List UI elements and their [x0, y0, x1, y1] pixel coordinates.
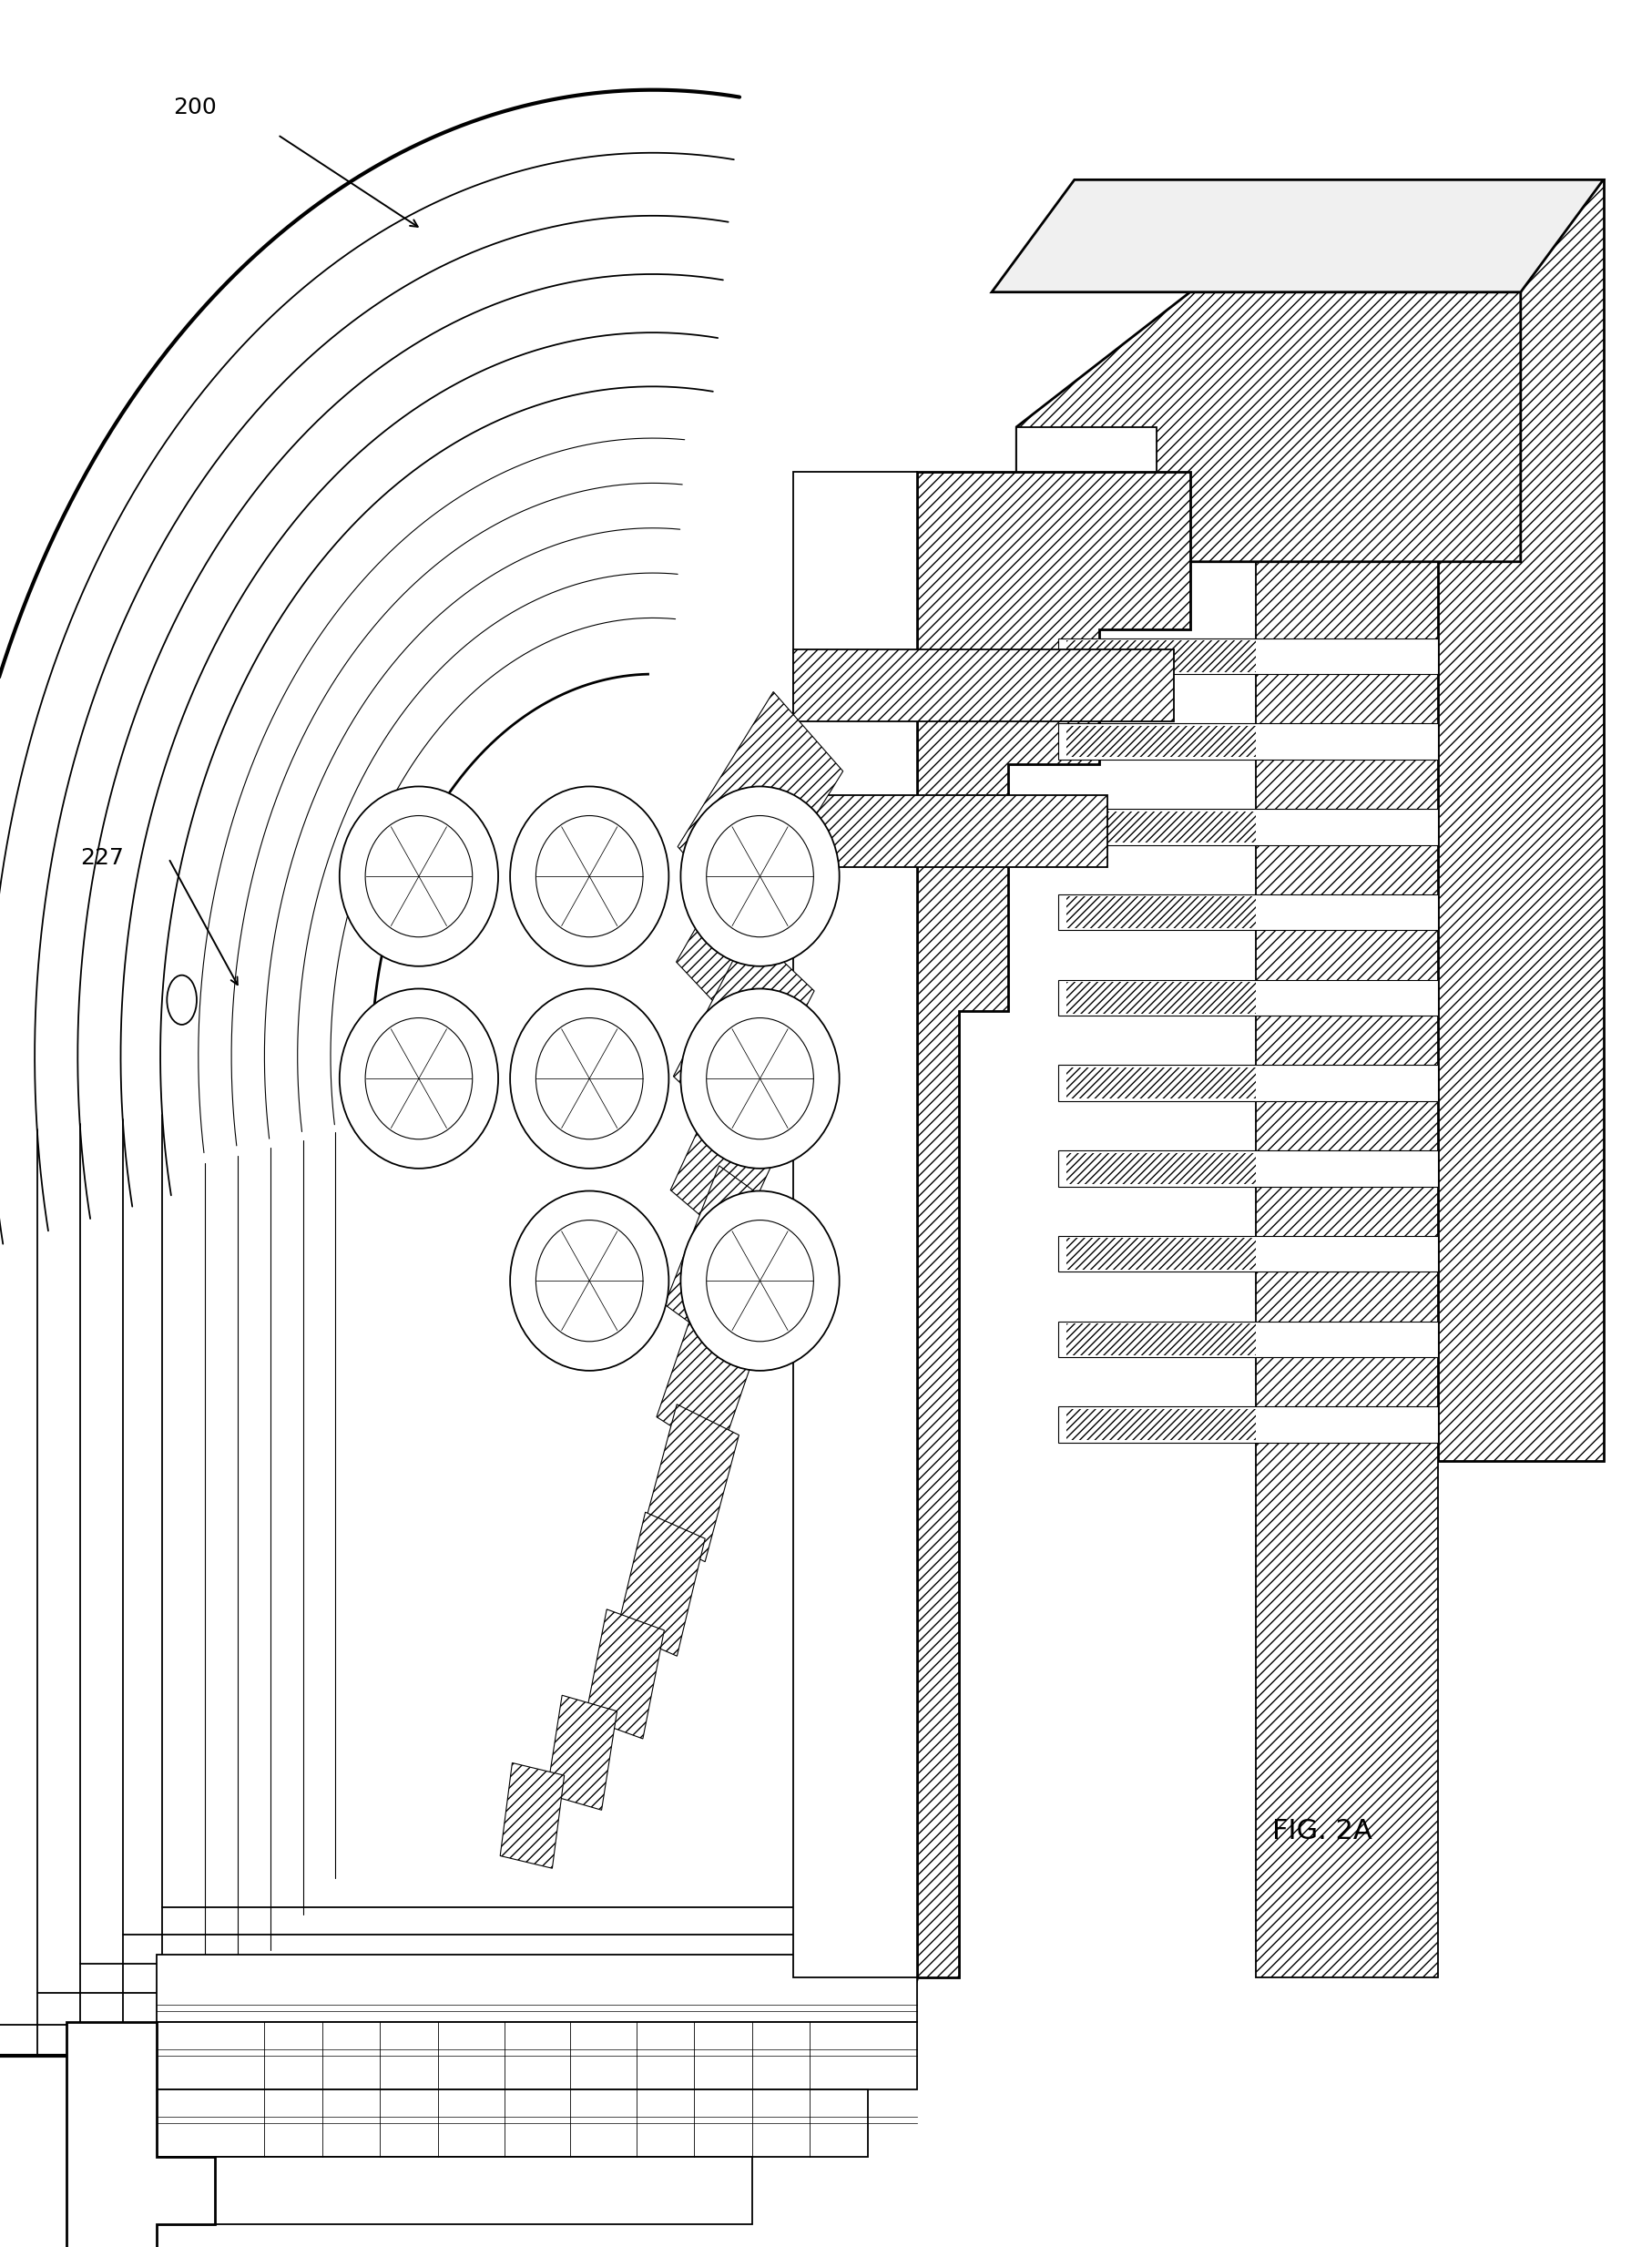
Bar: [672, 928, 814, 1139]
Bar: [1057, 1407, 1437, 1443]
Bar: [547, 1694, 616, 1811]
Text: 227: 227: [81, 847, 124, 870]
Bar: [1066, 1238, 1256, 1270]
Text: 237: 237: [881, 1980, 920, 1998]
Ellipse shape: [681, 786, 839, 966]
Bar: [1066, 640, 1256, 672]
Ellipse shape: [681, 989, 839, 1168]
Ellipse shape: [510, 1191, 669, 1371]
Bar: [676, 811, 828, 1031]
Bar: [1066, 897, 1256, 928]
Bar: [671, 1047, 800, 1245]
Polygon shape: [793, 472, 917, 1977]
Bar: [1057, 1321, 1437, 1357]
Bar: [793, 795, 1107, 867]
Bar: [585, 1609, 664, 1739]
Polygon shape: [1256, 562, 1437, 1977]
Ellipse shape: [510, 989, 669, 1168]
Polygon shape: [917, 472, 1189, 1977]
Ellipse shape: [167, 975, 197, 1025]
Bar: [1057, 1065, 1437, 1101]
Polygon shape: [991, 180, 1602, 292]
Bar: [1066, 1153, 1256, 1184]
Bar: [1057, 638, 1437, 674]
Bar: [1057, 1150, 1437, 1186]
Bar: [656, 1285, 765, 1456]
Bar: [1066, 811, 1256, 843]
Ellipse shape: [510, 786, 669, 966]
Bar: [1057, 724, 1437, 759]
Bar: [1057, 980, 1437, 1016]
Text: 221: 221: [324, 2171, 363, 2189]
Ellipse shape: [681, 1191, 839, 1371]
Ellipse shape: [339, 786, 497, 966]
Ellipse shape: [339, 989, 497, 1168]
Polygon shape: [66, 2022, 215, 2247]
Bar: [1066, 1409, 1256, 1440]
Bar: [1066, 726, 1256, 757]
Bar: [643, 1404, 738, 1562]
Bar: [157, 2157, 752, 2225]
Bar: [157, 1955, 917, 2022]
Bar: [677, 692, 843, 926]
Bar: [501, 1764, 563, 1867]
Text: 220: 220: [446, 2207, 486, 2225]
Text: 219: 219: [266, 2153, 306, 2171]
Text: FIG. 2A: FIG. 2A: [1272, 1818, 1371, 1845]
Bar: [1057, 1236, 1437, 1272]
Text: 223: 223: [380, 2189, 420, 2207]
Polygon shape: [1016, 292, 1520, 562]
Bar: [157, 2022, 917, 2090]
Bar: [1057, 894, 1437, 930]
Polygon shape: [1437, 180, 1602, 1461]
Bar: [1066, 1067, 1256, 1099]
Bar: [616, 1512, 705, 1656]
Text: 200: 200: [173, 97, 216, 119]
Bar: [664, 1166, 783, 1350]
Bar: [1057, 809, 1437, 845]
Text: 225: 225: [699, 2085, 738, 2103]
Polygon shape: [1016, 427, 1156, 562]
Text: 201: 201: [1479, 222, 1521, 245]
Bar: [1066, 1323, 1256, 1355]
Bar: [157, 2090, 867, 2157]
Text: 233: 233: [583, 2144, 623, 2162]
Bar: [793, 649, 1173, 721]
Bar: [1066, 982, 1256, 1013]
